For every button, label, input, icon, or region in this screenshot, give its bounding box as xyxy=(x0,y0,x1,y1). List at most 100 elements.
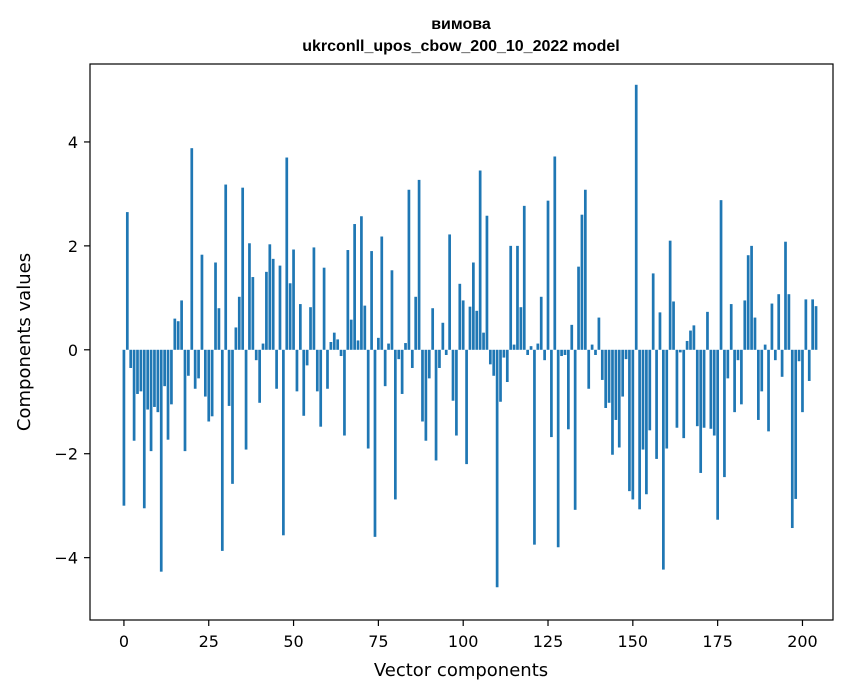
bar xyxy=(583,189,587,350)
bar xyxy=(190,148,194,350)
bar xyxy=(709,349,713,429)
bar xyxy=(298,304,302,350)
bar xyxy=(577,266,580,350)
bar xyxy=(597,317,601,350)
bar xyxy=(804,299,808,350)
bar xyxy=(417,179,421,350)
bar xyxy=(706,311,709,350)
bar xyxy=(495,349,499,588)
bar xyxy=(672,301,675,350)
y-axis-label: Components values xyxy=(14,253,35,431)
bar xyxy=(560,349,563,357)
bar xyxy=(346,250,350,350)
bar xyxy=(265,271,268,350)
bar xyxy=(282,349,285,536)
bar xyxy=(814,306,818,350)
x-tick-label: 100 xyxy=(448,632,479,651)
bar xyxy=(319,349,323,427)
bar xyxy=(363,305,367,350)
bar xyxy=(407,189,411,350)
bar xyxy=(414,296,418,350)
x-tick-label: 25 xyxy=(199,632,219,651)
bar xyxy=(475,310,479,350)
bar xyxy=(668,240,672,350)
bar xyxy=(227,349,231,406)
bar xyxy=(651,273,655,350)
y-axis-ticks: −4 −2 0 2 4 xyxy=(54,133,90,568)
bar xyxy=(733,349,736,413)
bar xyxy=(292,249,295,350)
chart-title-line-2: ukrconll_upos_cbow_200_10_2022 model xyxy=(302,38,619,55)
bar xyxy=(387,343,390,350)
bar xyxy=(458,283,462,350)
bar xyxy=(295,349,299,392)
bar xyxy=(563,349,567,355)
bar xyxy=(451,349,455,401)
bar xyxy=(220,349,224,551)
bar xyxy=(516,245,519,350)
bar xyxy=(332,332,336,350)
bar xyxy=(217,308,221,350)
bar xyxy=(390,270,394,350)
x-axis-ticks: 0 25 50 75 100 125 150 175 200 xyxy=(119,620,818,651)
bar xyxy=(278,265,282,350)
chart-title-line-1: вимова xyxy=(431,16,491,33)
bar xyxy=(444,349,448,355)
bar xyxy=(807,349,811,381)
bar xyxy=(261,343,265,350)
bar xyxy=(288,283,292,350)
bar xyxy=(183,349,187,452)
bar xyxy=(339,349,343,357)
bar xyxy=(590,344,594,350)
bar xyxy=(237,296,241,350)
bar xyxy=(760,349,764,392)
bar xyxy=(634,84,638,350)
bar xyxy=(553,156,557,350)
bar xyxy=(641,349,645,450)
bar xyxy=(488,349,492,365)
bar xyxy=(366,349,370,449)
bar xyxy=(675,349,679,428)
bar xyxy=(763,344,767,350)
bar xyxy=(393,349,397,500)
y-tick-label: −4 xyxy=(54,549,78,568)
bar xyxy=(166,349,170,440)
bar xyxy=(784,241,787,350)
bar xyxy=(244,349,248,450)
bar xyxy=(200,254,204,350)
bar xyxy=(207,349,211,422)
bar xyxy=(499,349,502,402)
y-tick-label: 4 xyxy=(68,133,78,152)
bar xyxy=(271,258,275,350)
bar xyxy=(801,349,804,413)
bar xyxy=(410,349,414,368)
bar xyxy=(611,349,614,455)
bar xyxy=(465,349,468,465)
bar xyxy=(794,349,798,499)
bar xyxy=(455,349,458,436)
bar xyxy=(773,349,777,361)
bar xyxy=(309,307,312,350)
bar xyxy=(729,304,733,350)
bar xyxy=(343,349,346,436)
bar xyxy=(607,349,611,403)
bar xyxy=(163,349,166,387)
bar xyxy=(753,317,757,350)
bar xyxy=(624,349,628,360)
bar xyxy=(468,306,472,350)
x-tick-label: 125 xyxy=(533,632,564,651)
bar xyxy=(539,296,543,350)
bar xyxy=(594,349,597,355)
bar xyxy=(740,349,743,405)
bar xyxy=(692,325,696,350)
bar xyxy=(353,224,356,350)
bar xyxy=(125,212,129,350)
bar xyxy=(404,343,407,350)
bar xyxy=(509,245,513,350)
bar xyxy=(251,277,255,350)
bar xyxy=(373,349,377,537)
bar xyxy=(736,349,740,361)
bar xyxy=(424,349,428,441)
bar xyxy=(312,247,316,350)
bar xyxy=(136,349,139,394)
